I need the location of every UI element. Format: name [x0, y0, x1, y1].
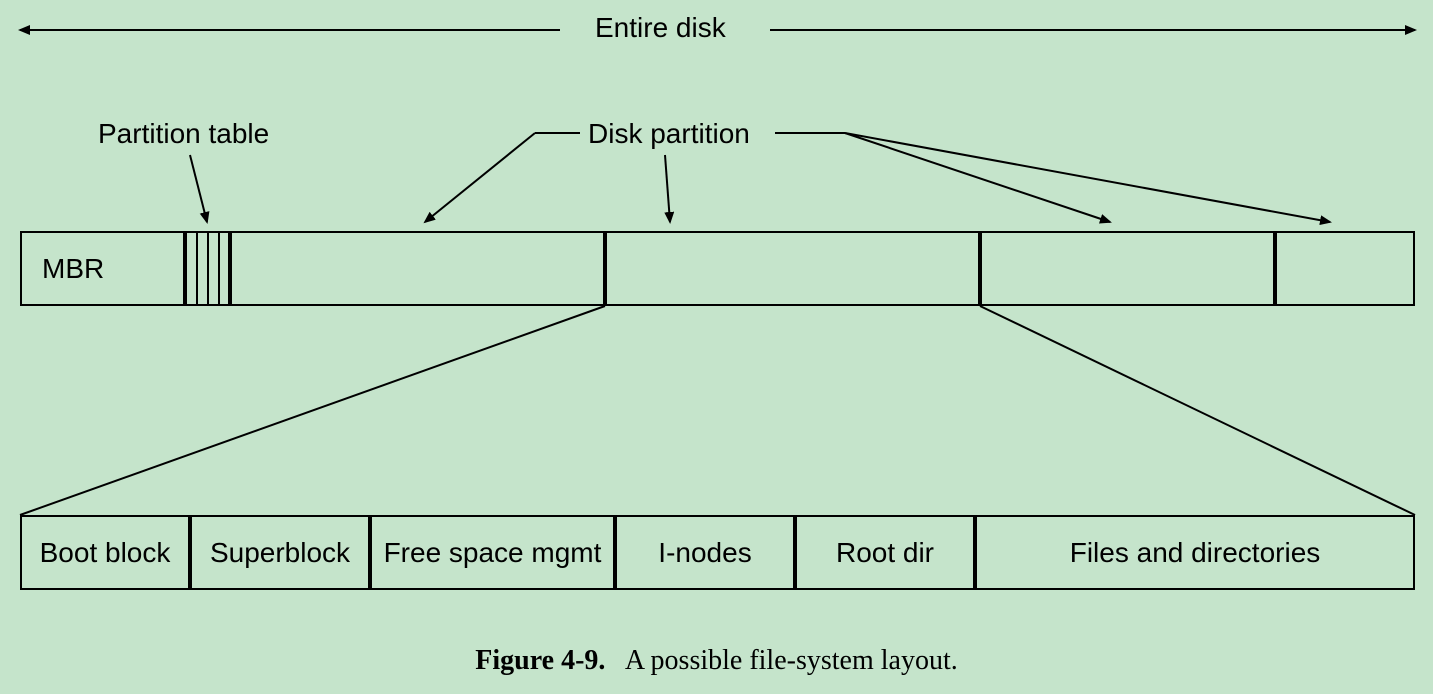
detail-label-5: Files and directories	[1070, 537, 1321, 569]
mbr-box: MBR	[20, 231, 185, 306]
detail-box-1: Superblock	[190, 515, 370, 590]
disk-partition-label: Disk partition	[588, 118, 750, 150]
ptable-stripe-3	[218, 233, 220, 304]
detail-box-4: Root dir	[795, 515, 975, 590]
partition-3	[980, 231, 1275, 306]
detail-label-1: Superblock	[210, 537, 350, 569]
caption-figure-number: Figure 4-9.	[475, 645, 605, 676]
detail-box-2: Free space mgmt	[370, 515, 615, 590]
detail-label-2: Free space mgmt	[384, 537, 602, 569]
figure-caption: Figure 4-9. A possible file-system layou…	[0, 645, 1433, 677]
mbr-label: MBR	[42, 253, 104, 285]
detail-label-0: Boot block	[40, 537, 171, 569]
partition-4	[1275, 231, 1415, 306]
partition-2	[605, 231, 980, 306]
filesystem-layout-diagram: Entire disk Partition table Disk partiti…	[0, 0, 1433, 694]
detail-box-5: Files and directories	[975, 515, 1415, 590]
partition-1	[230, 231, 605, 306]
detail-label-3: I-nodes	[658, 537, 751, 569]
detail-box-3: I-nodes	[615, 515, 795, 590]
ptable-stripe-1	[196, 233, 198, 304]
entire-disk-label: Entire disk	[595, 12, 726, 44]
detail-label-4: Root dir	[836, 537, 934, 569]
caption-text: A possible file-system layout.	[625, 645, 958, 676]
partition-table-label: Partition table	[98, 118, 269, 150]
ptable-stripe-2	[207, 233, 209, 304]
detail-box-0: Boot block	[20, 515, 190, 590]
